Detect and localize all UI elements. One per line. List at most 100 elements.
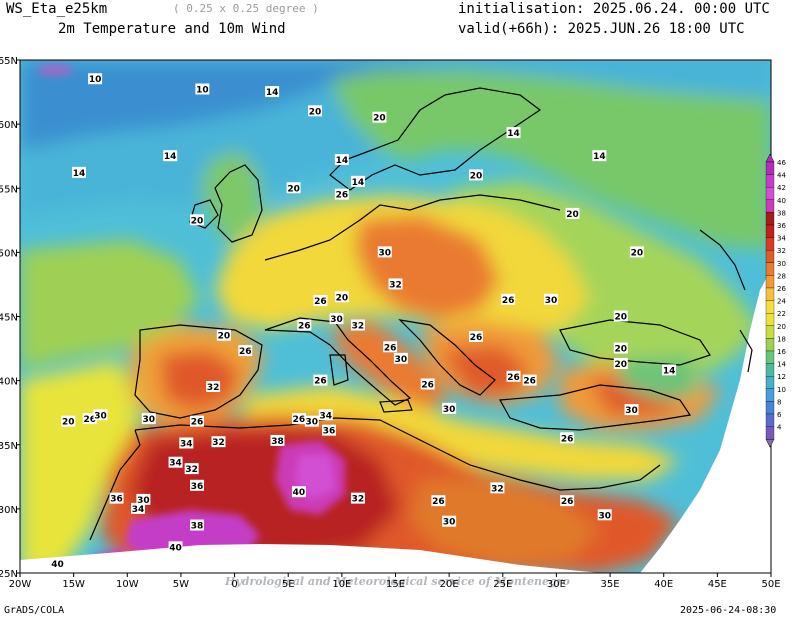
isotherm-label: 20 xyxy=(615,313,628,323)
isotherm-label: 30 xyxy=(625,406,638,416)
colorbar-swatch xyxy=(765,388,775,402)
isotherm-label-box xyxy=(190,479,205,491)
isotherm-label: 26 xyxy=(384,343,397,353)
lon-tick-label: 45E xyxy=(708,579,727,590)
colorbar-level-label: 10 xyxy=(777,386,786,394)
isotherm-label-box xyxy=(308,105,323,117)
isotherm-label: 34 xyxy=(132,505,145,515)
colorbar-level-label: 8 xyxy=(777,398,781,406)
lat-tick-label: 65N xyxy=(0,56,18,67)
isotherm-label: 26 xyxy=(507,373,520,383)
isotherm-label: 30 xyxy=(443,405,456,415)
isotherm-label-box xyxy=(206,381,221,393)
colorbar-level-label: 40 xyxy=(777,197,786,205)
lat-tick-label: 55N xyxy=(0,184,18,195)
colorbar-level-label: 38 xyxy=(777,209,786,217)
isotherm-label: 38 xyxy=(271,437,284,447)
latitude-tick-labels: 65N 60N 55N 50N 45N 40N 35N 30N 25N xyxy=(0,56,20,580)
isotherm-label: 26 xyxy=(561,497,574,507)
colorbar-swatch xyxy=(765,413,775,427)
isotherm-label: 32 xyxy=(389,280,402,290)
isotherm-label-box xyxy=(560,432,575,444)
lon-tick-label: 40E xyxy=(654,579,673,590)
lat-tick-label: 60N xyxy=(0,120,18,131)
isotherm-label: 26 xyxy=(298,321,311,331)
isotherm-label: 26 xyxy=(239,347,252,357)
isotherm-label-box xyxy=(286,182,301,194)
isotherm-label: 26 xyxy=(561,434,574,444)
colorbar-swatch xyxy=(765,350,775,364)
isotherm-label-box xyxy=(350,492,365,504)
isotherm-label: 40 xyxy=(293,488,306,498)
isotherm-label-box xyxy=(238,345,253,357)
isotherm-label-box xyxy=(109,492,124,504)
colorbar-swatch xyxy=(765,300,775,314)
isotherm-label: 30 xyxy=(395,355,408,365)
lat-tick-label: 45N xyxy=(0,313,18,324)
isotherm-label-box xyxy=(372,111,387,123)
isotherm-label: 26 xyxy=(314,377,327,387)
colorbar-level-label: 4 xyxy=(777,424,782,432)
isotherm-label: 14 xyxy=(336,156,349,166)
isotherm-label: 14 xyxy=(352,178,365,188)
colorbar-swatch xyxy=(765,187,775,200)
isotherm-label: 20 xyxy=(287,184,300,194)
isotherm-label: 20 xyxy=(309,107,322,117)
isotherm-label: 14 xyxy=(507,129,520,139)
isotherm-label-box xyxy=(168,456,183,468)
isotherm-label-box xyxy=(313,295,328,307)
isotherm-label-box xyxy=(613,310,628,322)
colorbar-swatch xyxy=(765,325,775,339)
isotherm-label-box xyxy=(613,357,628,369)
isotherm-label-box xyxy=(597,509,612,521)
isotherm-label-box xyxy=(420,378,435,390)
lat-tick-label: 40N xyxy=(0,377,18,388)
isotherm-label-box xyxy=(334,154,349,166)
isotherm-label: 32 xyxy=(185,465,198,475)
lat-tick-label: 50N xyxy=(0,248,18,259)
isotherm-label: 26 xyxy=(293,415,306,425)
isotherm-label: 26 xyxy=(470,333,483,343)
colorbar-swatch xyxy=(765,262,775,276)
isotherm-label: 14 xyxy=(73,169,86,179)
lon-tick-label: 10W xyxy=(116,579,139,590)
isotherm-label-box xyxy=(490,482,505,494)
isotherm-label-box xyxy=(501,293,516,305)
isotherm-label: 30 xyxy=(545,296,558,306)
isotherm-label: 30 xyxy=(142,415,155,425)
isotherm-label: 32 xyxy=(352,495,365,505)
isotherm-label: 14 xyxy=(663,366,676,376)
isotherm-label-box xyxy=(468,169,483,181)
isotherm-label: 10 xyxy=(196,85,209,95)
isotherm-label: 30 xyxy=(94,411,107,421)
colorbar-level-label: 32 xyxy=(777,247,786,255)
colorbar-swatch xyxy=(765,212,775,226)
colorbar-swatch xyxy=(765,224,775,238)
isotherm-label: 26 xyxy=(314,297,327,307)
isotherm-label: 32 xyxy=(352,321,365,331)
isotherm-label-box xyxy=(297,319,312,331)
isotherm-label: 20 xyxy=(470,171,483,181)
isotherm-label: 30 xyxy=(306,418,319,428)
colorbar-bottom-arrow xyxy=(765,438,775,448)
colorbar-level-label: 46 xyxy=(777,159,786,167)
colorbar-level-label: 12 xyxy=(777,373,786,381)
isotherm-label-box xyxy=(613,342,628,354)
colorbar-level-label: 22 xyxy=(777,310,786,318)
isotherm-label: 32 xyxy=(212,438,225,448)
product-title: 2m Temperature and 10m Wind xyxy=(58,21,286,37)
isotherm-label-box xyxy=(141,413,156,425)
isotherm-label: 26 xyxy=(421,380,434,390)
isotherm-label: 14 xyxy=(593,152,606,162)
isotherm-label-box xyxy=(313,374,328,386)
colorbar-level-label: 30 xyxy=(777,260,786,268)
isotherm-label-box xyxy=(442,515,457,527)
isotherm-label: 38 xyxy=(191,522,204,532)
isotherm-label: 30 xyxy=(379,248,392,258)
isotherm-label: 14 xyxy=(164,152,177,162)
colorbar-swatch xyxy=(765,174,775,188)
isotherm-label: 30 xyxy=(443,518,456,528)
colorbar-level-label: 44 xyxy=(777,172,786,180)
isotherm-label-box xyxy=(388,278,403,290)
grid-resolution: ( 0.25 x 0.25 degree ) xyxy=(173,2,319,15)
